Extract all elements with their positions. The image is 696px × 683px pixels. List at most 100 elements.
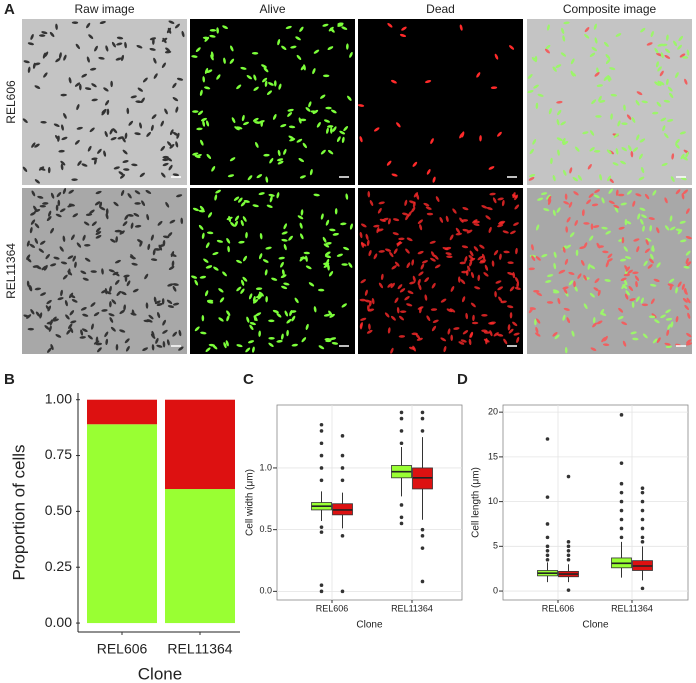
cell: [455, 227, 461, 234]
cell: [599, 174, 603, 181]
cell: [558, 269, 565, 274]
x-tick-label: REL606: [542, 603, 575, 613]
cell: [79, 83, 82, 91]
cell: [615, 189, 619, 196]
y-tick-label: 0.0: [259, 586, 272, 596]
cell: [384, 312, 390, 318]
outlier: [545, 437, 550, 441]
cell: [681, 283, 685, 290]
cell: [240, 66, 247, 70]
cell: [481, 253, 486, 260]
cell: [69, 310, 75, 316]
panel-label: C: [243, 371, 254, 388]
cell: [130, 95, 137, 99]
cell: [297, 215, 304, 220]
cell: [277, 149, 281, 157]
cell: [601, 226, 608, 230]
cell: [649, 225, 653, 232]
cell: [589, 292, 595, 298]
cell: [593, 149, 601, 153]
cell: [318, 345, 325, 350]
cell: [591, 99, 597, 105]
cell: [123, 304, 126, 311]
cell: [249, 322, 256, 326]
cell: [650, 30, 654, 38]
cell: [574, 220, 578, 226]
cell: [281, 238, 288, 242]
cell: [288, 135, 295, 140]
cell: [336, 136, 341, 143]
cell: [222, 25, 228, 30]
y-axis-label: Cell length (μm): [471, 467, 482, 538]
cell: [329, 337, 337, 341]
cell: [638, 176, 645, 181]
cell: [26, 240, 30, 247]
cell: [412, 201, 416, 208]
cell: [582, 209, 585, 217]
cell: [528, 307, 534, 314]
cell: [469, 260, 473, 267]
cell: [117, 136, 124, 140]
cell: [146, 214, 150, 221]
cell: [154, 300, 161, 305]
cell: [111, 299, 117, 305]
cell: [30, 211, 36, 216]
cell: [390, 282, 395, 289]
cell: [249, 324, 254, 331]
cell: [527, 74, 533, 79]
cell: [368, 250, 372, 257]
cell: [547, 198, 552, 206]
cell: [497, 197, 504, 201]
cell: [568, 201, 573, 208]
cell: [132, 288, 139, 293]
cell: [666, 34, 669, 41]
cell: [391, 173, 398, 177]
cell: [230, 45, 234, 52]
cell: [431, 282, 436, 289]
cell: [387, 283, 393, 288]
cell: [341, 136, 345, 144]
cell: [574, 285, 578, 292]
cell: [405, 214, 409, 221]
cell: [93, 312, 100, 317]
cell: [215, 189, 221, 194]
cell: [198, 224, 204, 231]
row-label: REL606: [4, 80, 18, 124]
cell: [473, 246, 479, 252]
cell: [105, 208, 109, 215]
plot-area: [276, 404, 463, 601]
cell: [621, 122, 628, 125]
cell: [453, 327, 460, 330]
cell: [241, 279, 245, 286]
cell: [151, 114, 157, 120]
cell: [269, 157, 274, 164]
cell: [253, 74, 257, 81]
cell: [587, 163, 592, 170]
cell: [664, 197, 668, 204]
cell: [489, 330, 493, 337]
cell: [648, 315, 656, 319]
cell: [127, 193, 132, 199]
cell: [238, 197, 243, 203]
cell: [264, 80, 268, 87]
cell: [137, 87, 144, 92]
cell: [180, 217, 184, 225]
cell: [434, 264, 441, 269]
cell: [589, 235, 594, 241]
cell: [655, 61, 659, 68]
outlier: [566, 588, 571, 592]
cell: [145, 302, 149, 309]
cell: [140, 97, 145, 104]
cell: [119, 174, 126, 179]
cell: [255, 141, 259, 148]
cell: [172, 331, 178, 337]
cell: [425, 206, 432, 210]
cell: [327, 149, 334, 155]
cell: [139, 122, 142, 129]
cell: [459, 132, 464, 139]
cell: [556, 207, 561, 213]
cell: [664, 54, 671, 59]
cell: [209, 34, 216, 38]
cell: [341, 263, 348, 266]
cell: [377, 228, 384, 232]
